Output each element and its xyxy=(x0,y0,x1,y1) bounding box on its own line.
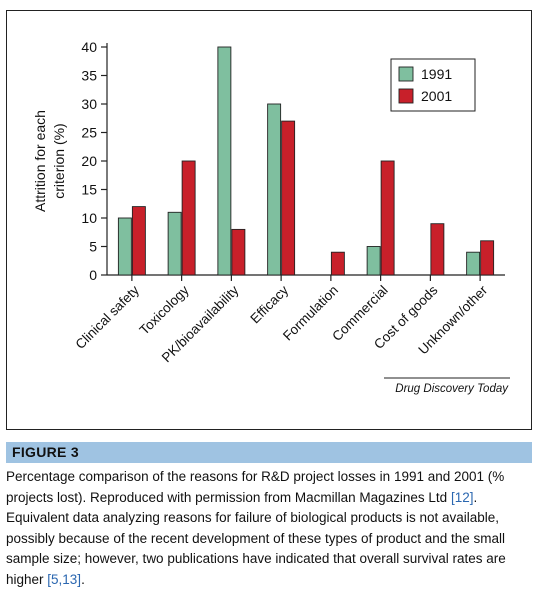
category-labels: Clinical safetyToxicologyPK/bioavailabil… xyxy=(73,282,491,365)
bar-2001-3 xyxy=(281,120,296,276)
legend-swatch-2001 xyxy=(398,88,414,104)
bar-1991-2 xyxy=(217,46,232,276)
caption-text-1: Percentage comparison of the reasons for… xyxy=(6,469,505,505)
bar-1991-1 xyxy=(167,211,182,276)
bar-2001-4 xyxy=(330,251,345,276)
bar-1991-7 xyxy=(466,251,481,276)
y-tick-label: 15 xyxy=(81,182,97,198)
figure-number: FIGURE 3 xyxy=(12,444,79,460)
bar-chart: Attrition for each criterion (%) 0 5 10 15 20… xyxy=(32,39,510,395)
figure-heading: FIGURE 3 xyxy=(6,442,532,463)
legend-label-2001: 2001 xyxy=(421,88,452,104)
figure-frame: Attrition for each criterion (%) 0 5 10 15 20… xyxy=(6,10,532,430)
caption-text-2: . Equivalent data analyzing reasons for … xyxy=(6,489,506,587)
legend-label-1991: 1991 xyxy=(421,66,452,82)
y-axis-label: Attrition for each criterion (%) xyxy=(32,110,67,212)
bar-2001-2 xyxy=(231,228,246,276)
x-category-label: Efficacy xyxy=(247,282,291,326)
y-tick-label: 5 xyxy=(89,239,97,255)
caption-text-3: . xyxy=(81,571,85,587)
figure-caption: Percentage comparison of the reasons for… xyxy=(6,467,536,590)
y-axis-label-line-2: criterion (%) xyxy=(51,123,67,198)
bar-2001-1 xyxy=(181,160,196,276)
legend-swatch-1991 xyxy=(398,66,414,82)
bar-1991-5 xyxy=(366,246,381,276)
bar-2001-6 xyxy=(430,223,445,276)
y-tick-label: 40 xyxy=(81,39,97,55)
bar-2001-7 xyxy=(480,240,495,276)
legend: 1991 2001 xyxy=(390,58,476,112)
bar-2001-5 xyxy=(380,160,395,276)
reference-link-5-13[interactable]: [5,13] xyxy=(47,571,82,587)
bar-2001-0 xyxy=(131,206,146,276)
bar-1991-3 xyxy=(267,103,282,276)
y-tick-label: 0 xyxy=(89,267,97,283)
source-label-group: Drug Discovery Today xyxy=(384,377,510,395)
bar-1991-0 xyxy=(117,217,132,276)
y-tick-label: 25 xyxy=(81,125,97,141)
y-tick-label: 35 xyxy=(81,68,97,84)
y-tick-label: 30 xyxy=(81,96,97,112)
bars xyxy=(117,46,495,276)
source-label: Drug Discovery Today xyxy=(395,383,509,395)
x-category-label: Clinical safety xyxy=(73,282,143,352)
y-axis-label-line-1: Attrition for each xyxy=(32,110,48,212)
y-tick-label: 20 xyxy=(81,153,97,169)
reference-link-12[interactable]: [12] xyxy=(450,489,474,505)
y-tick-label: 10 xyxy=(81,210,97,226)
